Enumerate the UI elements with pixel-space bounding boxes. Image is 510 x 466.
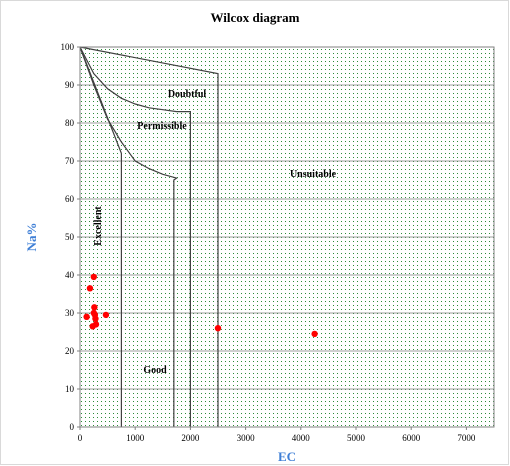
y-tick-label: 70 [65, 156, 75, 166]
zone-label-excellent: Excellent [93, 206, 104, 246]
y-tick-label: 10 [65, 384, 75, 394]
x-tick-label: 3000 [237, 433, 256, 443]
data-point [102, 311, 110, 319]
x-tick-label: 5000 [347, 433, 366, 443]
zone-label-unsuitable: Unsuitable [290, 169, 337, 180]
data-point [86, 285, 94, 292]
zone-boundaries [79, 46, 219, 427]
zone-label-doubtful: Doubtful [168, 89, 207, 100]
data-points [83, 273, 318, 338]
y-tick-label: 20 [65, 346, 75, 356]
zone-boundary-line [79, 46, 123, 427]
zone-boundary-line [79, 46, 179, 427]
y-tick-label: 100 [61, 42, 75, 52]
chart-title: Wilcox diagram [211, 10, 300, 25]
data-point [90, 273, 98, 281]
x-tick-label: 7000 [457, 433, 476, 443]
y-tick-label: 50 [65, 232, 75, 242]
zone-label-good: Good [143, 365, 167, 376]
data-point [83, 313, 90, 320]
x-tick-label: 1000 [126, 433, 145, 443]
data-point [92, 321, 100, 328]
x-axis-label: EC [278, 449, 296, 464]
zone-label-permissible: Permissible [137, 121, 187, 132]
gridlines [80, 84, 494, 390]
data-point [91, 304, 98, 311]
x-tick-label: 4000 [292, 433, 311, 443]
y-tick-label: 90 [65, 80, 75, 90]
y-tick-label: 80 [65, 118, 75, 128]
x-tick-label: 0 [78, 433, 83, 443]
zone-boundary-line [79, 46, 219, 427]
x-tick-label: 2000 [181, 433, 200, 443]
data-point [311, 330, 318, 338]
y-axis-label: Na% [24, 223, 39, 252]
y-tick-label: 60 [65, 194, 75, 204]
x-tick-label: 6000 [402, 433, 421, 443]
data-point [92, 315, 99, 322]
zone-boundary-line [79, 46, 191, 427]
y-tick-label: 40 [65, 270, 75, 280]
data-point [214, 325, 222, 332]
y-tick-label: 0 [70, 422, 75, 432]
y-tick-label: 30 [65, 308, 75, 318]
